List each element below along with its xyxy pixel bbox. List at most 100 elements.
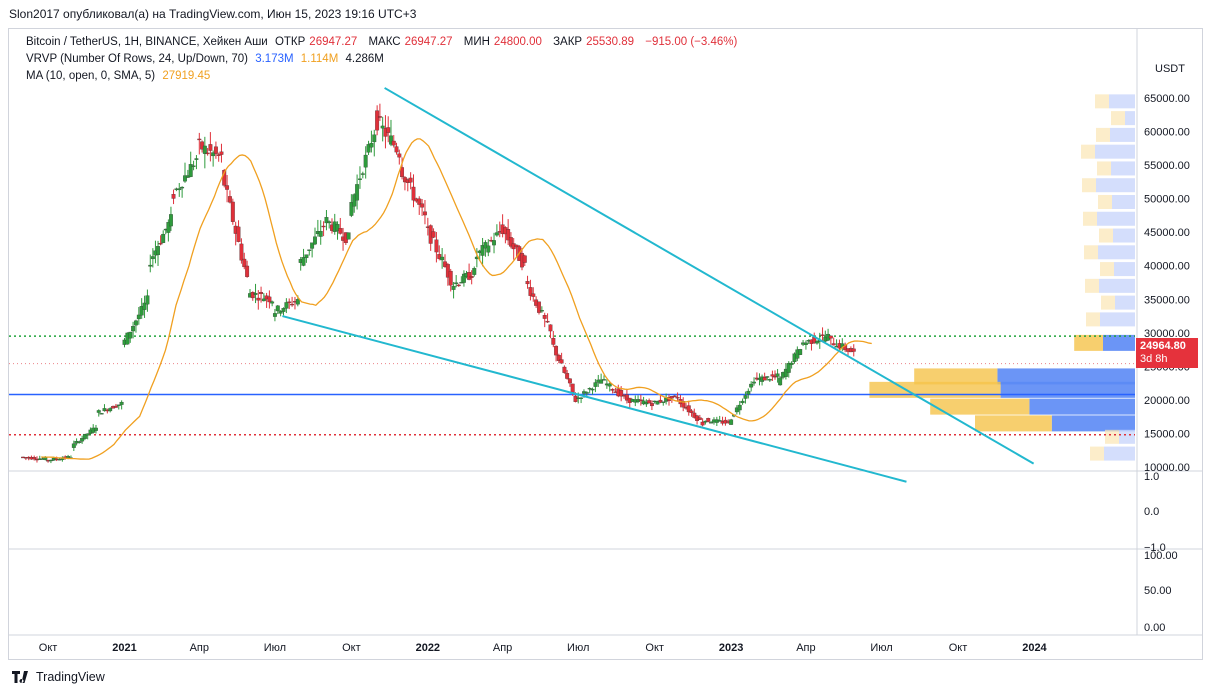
volume-profile-faint-bar [1105, 429, 1119, 444]
candle-body [469, 276, 474, 278]
candle-body [136, 314, 141, 320]
candle-body [783, 368, 788, 377]
candle-body [443, 261, 447, 267]
candle-body [514, 244, 519, 248]
volume-profile-faint-bar [1085, 278, 1099, 293]
candle-body [338, 228, 343, 234]
candle-body [773, 376, 777, 378]
price-tick-label: 40000.00 [1144, 261, 1190, 273]
vrvp-label: VRVP (Number Of Rows, 24, Up/Down, 70) [26, 53, 248, 65]
candle-body [245, 265, 250, 277]
volume-profile-faint-bar [1114, 262, 1135, 277]
volume-profile-faint-bar [1115, 295, 1135, 310]
candle-body [658, 399, 663, 403]
candle-body [211, 152, 216, 157]
legend-row-vrvp[interactable]: VRVP (Number Of Rows, 24, Up/Down, 70) 3… [26, 53, 388, 65]
tradingview-logo-icon [12, 671, 32, 683]
candle-body [259, 292, 264, 295]
candle-body [169, 214, 173, 227]
candle-body [375, 110, 380, 131]
candle-body [539, 310, 544, 312]
candle-body [166, 222, 171, 233]
candle-body [236, 226, 241, 242]
time-axis-label: 2021 [112, 642, 136, 654]
candle-body [239, 243, 244, 261]
candle-body [386, 127, 391, 133]
price-chart[interactable]: 65000.00 60000.00 55000.00 50000.00 45000.00… [9, 29, 1202, 659]
candle-body [295, 299, 300, 305]
candle-body [304, 254, 309, 259]
candle-body [411, 186, 416, 201]
ma-line [41, 138, 872, 460]
legend-change: −915.00 (−3.46%) [645, 36, 738, 48]
candle-body [48, 459, 53, 462]
candle-body [486, 245, 491, 253]
candle-body [119, 401, 124, 405]
vrvp-total: 4.286M [345, 53, 384, 65]
candle-body [208, 144, 213, 151]
legend-high: МАКС 26947.27 [368, 36, 453, 48]
candle-body [372, 134, 377, 143]
price-tick-label: 65000.00 [1144, 93, 1190, 105]
candle-body [820, 334, 825, 336]
candle-body [349, 202, 354, 216]
price-tick-label: 20000.00 [1144, 395, 1190, 407]
indicator-tick-label: −1.0 [1144, 542, 1166, 554]
candle-body [324, 217, 329, 224]
candle-body [531, 293, 536, 297]
volume-profile-up-bar [1103, 334, 1135, 351]
publish-line: Slon2017 опубликовал(а) на TradingView.c… [9, 7, 417, 21]
volume-profile-down-bar [869, 381, 1001, 398]
candle-body [743, 395, 748, 399]
candle-body [194, 158, 199, 160]
footer-brand[interactable]: TradingView [12, 670, 105, 684]
indicator-tick-label: 1.0 [1144, 471, 1159, 483]
candle-body [851, 348, 856, 352]
candle-body [672, 395, 677, 398]
candle-body [525, 281, 530, 285]
volume-profile-down-bar [1074, 334, 1103, 351]
candle-body [681, 401, 686, 408]
candle-body [216, 154, 221, 156]
time-axis-label: Июл [264, 642, 286, 654]
volume-profile-up-bar [997, 368, 1135, 385]
ma-label: MA (10, open, 0, SMA, 5) [26, 70, 156, 82]
candle-body [551, 337, 556, 345]
candle-body [139, 306, 144, 316]
candle-body [205, 152, 210, 155]
candle-body [454, 282, 459, 284]
volume-profile-faint-bar [1082, 178, 1096, 193]
volume-profile-faint-bar [1104, 446, 1135, 461]
candle-body [431, 231, 436, 238]
price-tick-label: 15000.00 [1144, 428, 1190, 440]
chart-frame[interactable]: 65000.00 60000.00 55000.00 50000.00 45000.00… [8, 28, 1203, 660]
candle-body [508, 237, 513, 247]
candle-body [125, 332, 130, 345]
candle-body [789, 362, 794, 365]
price-tick-label: 30000.00 [1144, 328, 1190, 340]
candle-body [619, 390, 624, 397]
legend-row-ma[interactable]: MA (10, open, 0, SMA, 5) 27919.45 [26, 70, 214, 82]
candle-body [692, 412, 697, 418]
candle-body [554, 345, 559, 356]
candle-body [786, 363, 791, 373]
volume-profile-faint-bar [1095, 94, 1109, 109]
price-tick-label: 35000.00 [1144, 294, 1190, 306]
candle-body [655, 401, 660, 405]
candle-body [278, 311, 283, 314]
volume-profile-faint-bar [1096, 127, 1110, 142]
candle-body [335, 224, 340, 232]
time-axis-label: Апр [796, 642, 815, 654]
time-axis-label: 2022 [416, 642, 440, 654]
candle-body [752, 381, 756, 384]
candle-body [740, 400, 745, 404]
candle-body [96, 410, 101, 413]
candle-body [528, 287, 533, 296]
candle-body [522, 255, 527, 263]
last-price-countdown: 3d 8h [1140, 353, 1168, 365]
candle-body [397, 153, 402, 158]
candle-body [272, 313, 277, 317]
candle-body [275, 305, 280, 312]
candle-body [177, 188, 182, 191]
candle-body [270, 301, 275, 304]
